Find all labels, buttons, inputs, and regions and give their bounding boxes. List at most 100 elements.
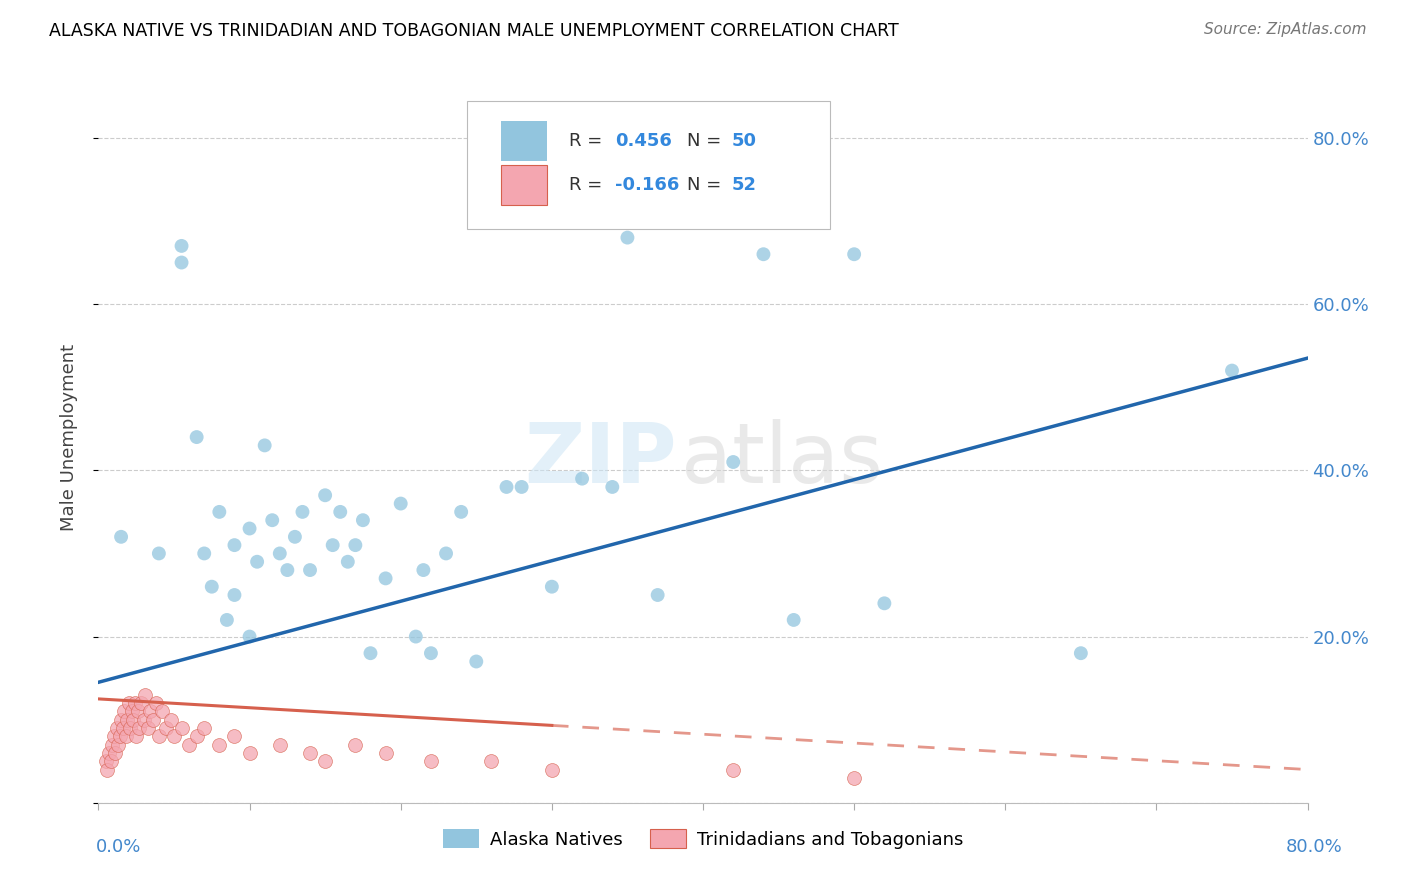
Point <box>110 530 132 544</box>
Point <box>420 646 443 660</box>
Point <box>170 239 193 253</box>
Text: 0.456: 0.456 <box>614 132 672 150</box>
Point <box>450 505 472 519</box>
Bar <box>501 165 547 205</box>
Point <box>110 713 132 727</box>
Point <box>602 480 624 494</box>
Point <box>128 721 150 735</box>
Point <box>108 729 131 743</box>
Bar <box>501 120 547 161</box>
Point <box>111 721 134 735</box>
Point <box>224 588 246 602</box>
Point <box>495 480 517 494</box>
Point <box>127 705 149 719</box>
Point <box>481 754 503 768</box>
Point <box>170 721 193 735</box>
Point <box>148 546 170 560</box>
Point <box>129 696 152 710</box>
Point <box>124 696 146 710</box>
Point <box>314 754 336 768</box>
Point <box>253 438 276 452</box>
Text: N =: N = <box>688 176 727 194</box>
Point <box>844 771 866 785</box>
Point <box>873 596 896 610</box>
Point <box>170 255 193 269</box>
Point <box>107 738 129 752</box>
Point <box>142 713 165 727</box>
Point <box>510 480 533 494</box>
Text: atlas: atlas <box>682 418 883 500</box>
Point <box>269 546 291 560</box>
Point <box>374 571 396 585</box>
Point <box>150 705 173 719</box>
Point <box>125 729 148 743</box>
Point <box>276 563 298 577</box>
Point <box>405 630 427 644</box>
Point <box>246 555 269 569</box>
Point <box>239 630 262 644</box>
Point <box>299 563 322 577</box>
Point <box>224 729 246 743</box>
Point <box>105 721 128 735</box>
Point <box>723 763 745 777</box>
Text: Source: ZipAtlas.com: Source: ZipAtlas.com <box>1204 22 1367 37</box>
Point <box>571 472 593 486</box>
Point <box>122 713 145 727</box>
Point <box>322 538 344 552</box>
Point <box>103 729 125 743</box>
Point <box>98 746 121 760</box>
Point <box>291 505 314 519</box>
Point <box>344 538 367 552</box>
Point <box>314 488 336 502</box>
Point <box>193 546 215 560</box>
Point <box>160 713 183 727</box>
Text: R =: R = <box>569 176 607 194</box>
Point <box>434 546 457 560</box>
Point <box>186 430 208 444</box>
Text: ALASKA NATIVE VS TRINIDADIAN AND TOBAGONIAN MALE UNEMPLOYMENT CORRELATION CHART: ALASKA NATIVE VS TRINIDADIAN AND TOBAGON… <box>49 22 898 40</box>
Point <box>96 763 118 777</box>
Text: R =: R = <box>569 132 607 150</box>
Point <box>1220 363 1243 377</box>
Point <box>224 538 246 552</box>
Point <box>647 588 669 602</box>
Point <box>208 505 231 519</box>
Text: 80.0%: 80.0% <box>1286 838 1343 855</box>
Point <box>239 746 262 760</box>
Point <box>540 763 562 777</box>
Point <box>844 247 866 261</box>
Point <box>112 705 135 719</box>
Point <box>540 580 562 594</box>
Point <box>329 505 352 519</box>
Point <box>284 530 307 544</box>
Point <box>1070 646 1092 660</box>
Point <box>193 721 215 735</box>
Point <box>412 563 434 577</box>
Point <box>616 230 638 244</box>
Point <box>155 721 177 735</box>
FancyBboxPatch shape <box>467 101 830 228</box>
Text: 52: 52 <box>733 176 756 194</box>
Point <box>121 705 143 719</box>
Point <box>374 746 396 760</box>
Point <box>145 696 167 710</box>
Point <box>269 738 291 752</box>
Point <box>104 746 127 760</box>
Point <box>186 729 208 743</box>
Point <box>179 738 201 752</box>
Point <box>752 247 775 261</box>
Point <box>336 555 359 569</box>
Point <box>132 713 155 727</box>
Text: 0.0%: 0.0% <box>96 838 141 855</box>
Point <box>120 721 142 735</box>
Text: ZIP: ZIP <box>524 418 676 500</box>
Point <box>352 513 374 527</box>
Point <box>420 754 443 768</box>
Point <box>100 754 122 768</box>
Point <box>163 729 186 743</box>
Point <box>115 713 138 727</box>
Point <box>465 655 488 669</box>
Text: -0.166: -0.166 <box>614 176 679 194</box>
Point <box>114 729 136 743</box>
Point <box>262 513 284 527</box>
